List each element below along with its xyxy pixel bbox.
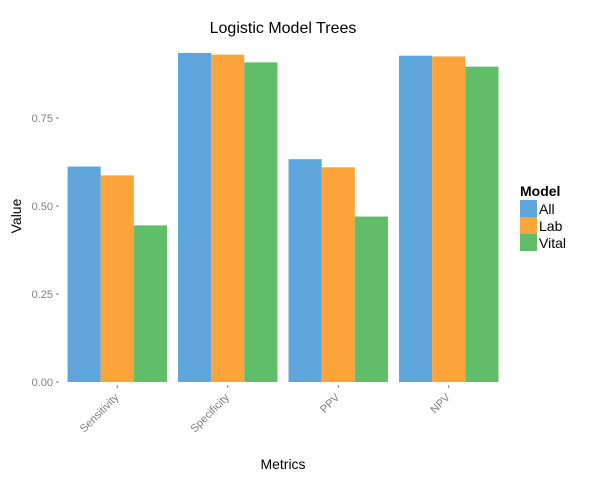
x-axis: Sensitivity Specificity PPV NPV (78, 385, 453, 435)
y-axis-title: Value (8, 198, 24, 233)
bar-vital-sensitivity (133, 225, 167, 382)
bar-vital-specificity (244, 62, 278, 382)
x-tick-label: NPV (428, 391, 453, 416)
x-axis-title: Metrics (260, 456, 305, 472)
bar-all-sensitivity (67, 166, 101, 382)
x-tick-label: Specificity (188, 391, 232, 435)
y-tick-label: 0.25 (32, 289, 53, 301)
legend-label: Vital (539, 235, 566, 251)
bars (67, 52, 499, 383)
bar-lab-npv (432, 56, 466, 383)
bar-lab-sensitivity (100, 175, 134, 382)
bar-lab-ppv (321, 167, 355, 382)
legend-key-all (520, 200, 537, 217)
bar-all-ppv (288, 159, 322, 382)
legend-key-vital (520, 234, 537, 251)
y-tick-label: 0.75 (32, 113, 53, 125)
y-tick-label: 0.00 (32, 377, 53, 389)
legend-title: Model (520, 183, 560, 199)
legend-key-lab (520, 217, 537, 234)
bar-lab-specificity (211, 54, 245, 382)
bar-vital-npv (465, 66, 499, 382)
bar-vital-ppv (354, 216, 388, 382)
bar-all-npv (399, 55, 433, 383)
bar-all-specificity (178, 52, 212, 382)
legend-label: All (539, 201, 555, 217)
legend-label: Lab (539, 218, 563, 234)
y-axis: 0.00 0.25 0.50 0.75 (32, 113, 59, 389)
y-tick-label: 0.50 (32, 201, 53, 213)
x-tick-label: Sensitivity (78, 391, 122, 435)
chart-title: Logistic Model Trees (210, 20, 357, 37)
x-tick-label: PPV (318, 391, 343, 416)
